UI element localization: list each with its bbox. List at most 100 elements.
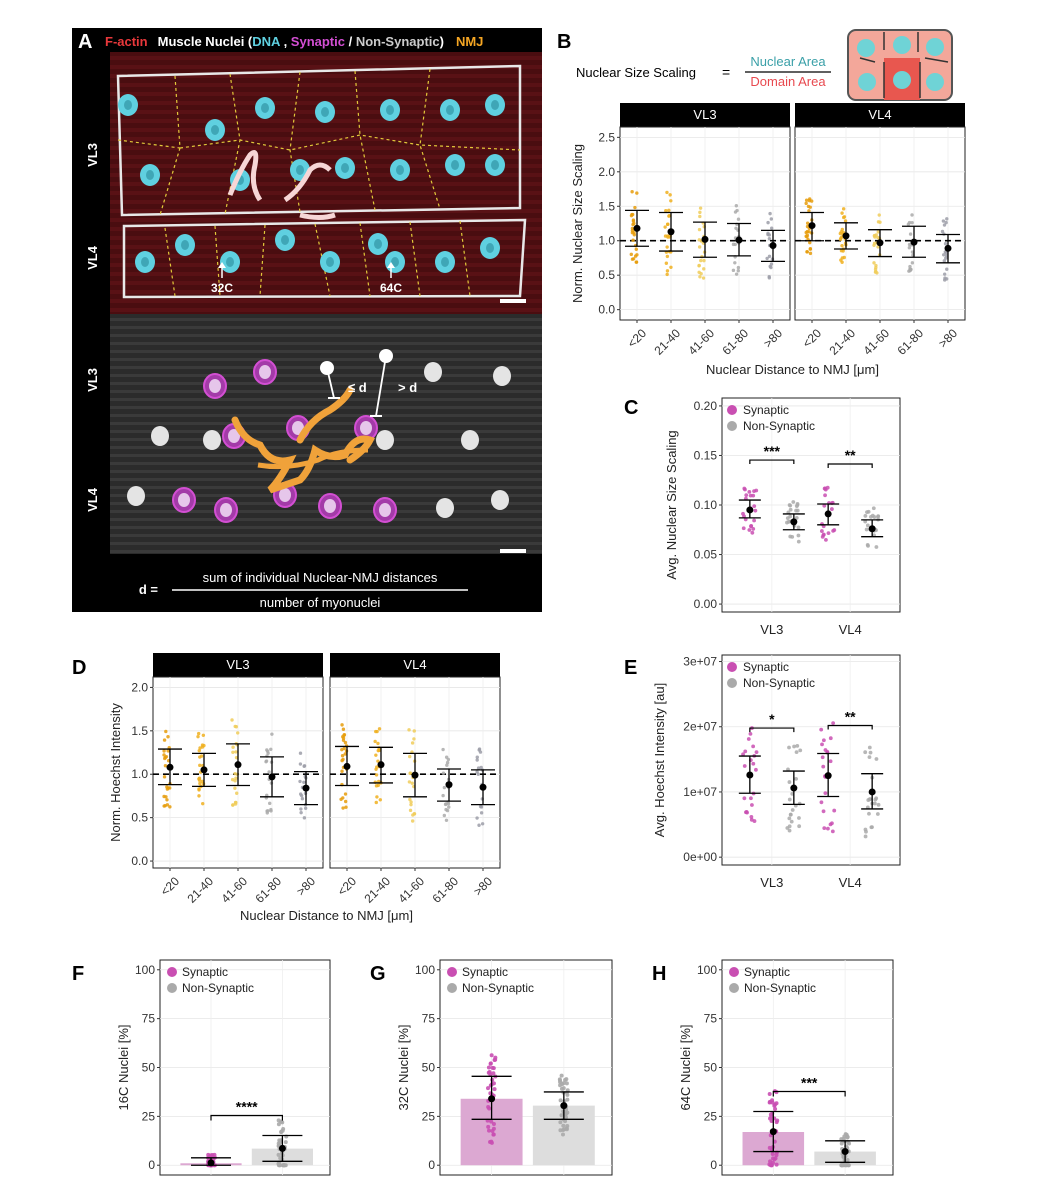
x-tick-label: 61-80 [429, 874, 461, 906]
dna-nucleus-core [391, 257, 399, 267]
raw-point [867, 745, 872, 750]
hoechst-stripe [110, 534, 542, 537]
raw-point [490, 1129, 495, 1134]
raw-point [863, 514, 868, 518]
raw-point [907, 242, 912, 247]
raw-point [407, 754, 412, 759]
raw-point [565, 1097, 570, 1102]
raw-point [748, 493, 753, 498]
raw-point [807, 209, 811, 213]
facet-strip-label: VL3 [693, 107, 716, 122]
raw-point [408, 808, 413, 813]
significance-bracket [749, 727, 795, 733]
raw-point [767, 1145, 772, 1150]
raw-point [797, 816, 801, 820]
raw-point [669, 199, 673, 203]
raw-point [744, 493, 749, 498]
x-tick-label: 61-80 [719, 326, 751, 358]
legend-label: Non-Synaptic [743, 419, 815, 433]
raw-point [631, 218, 636, 222]
raw-point [236, 731, 240, 735]
raw-point [845, 1158, 850, 1163]
raw-point [199, 754, 204, 758]
raw-point [770, 1152, 775, 1157]
dna-nucleus-core [396, 165, 404, 175]
raw-point [944, 256, 948, 260]
raw-point [299, 810, 303, 815]
x-tick-label: <20 [158, 874, 183, 899]
raw-point [944, 251, 948, 255]
factin-stripe [110, 155, 542, 159]
raw-point [268, 801, 272, 806]
raw-point [872, 243, 876, 247]
factin-stripe [110, 56, 542, 60]
factin-stripe [110, 281, 542, 285]
y-tick-label: 3e+07 [683, 655, 717, 669]
panel-letter-b: B [557, 31, 571, 53]
legend-label: Non-Synaptic [744, 981, 816, 995]
raw-point [751, 761, 756, 766]
raw-point [767, 236, 772, 241]
raw-point [698, 210, 702, 215]
nss-formula-denominator: Domain Area [750, 74, 826, 89]
raw-point [634, 260, 639, 264]
raw-point [197, 778, 202, 782]
raw-point [741, 511, 745, 516]
y-axis-title: Avg. Nuclear Size Scaling [664, 430, 679, 579]
dna-nucleus-core [211, 125, 219, 135]
raw-point [633, 254, 638, 258]
y-tick-label: 0e+00 [683, 850, 717, 864]
raw-point [299, 807, 303, 811]
raw-point [788, 812, 793, 817]
raw-point [339, 797, 343, 801]
y-tick-label: 2.0 [131, 680, 148, 694]
raw-point [374, 800, 378, 805]
raw-point [941, 219, 946, 223]
dna-nucleus-core [321, 107, 329, 117]
raw-point [486, 1124, 491, 1129]
raw-point [560, 1082, 565, 1087]
raw-point [698, 206, 703, 210]
y-axis-title: 16C Nuclei [%] [116, 1025, 131, 1111]
raw-point [790, 534, 795, 539]
x-tick-label: 21-40 [361, 874, 393, 906]
non-synaptic-nucleus [127, 486, 145, 506]
raw-point [201, 733, 206, 737]
raw-point [767, 254, 772, 259]
factin-stripe [110, 290, 542, 294]
raw-point [196, 734, 200, 739]
raw-point [377, 727, 382, 731]
raw-point [664, 261, 669, 265]
hoechst-stripe [110, 422, 542, 425]
raw-point [820, 755, 825, 760]
raw-point [298, 751, 303, 755]
raw-point [845, 1135, 850, 1140]
formula-numerator: sum of individual Nuclear-NMJ distances [203, 570, 438, 585]
y-tick-label: 25 [142, 1109, 156, 1123]
gt-d-label: > d [398, 380, 417, 395]
raw-point [197, 794, 201, 798]
raw-point [559, 1073, 564, 1078]
non-synaptic-nucleus [436, 498, 454, 518]
raw-point [767, 1091, 772, 1096]
raw-point [821, 738, 826, 743]
raw-point [769, 1119, 774, 1124]
raw-point [233, 786, 237, 790]
raw-point [478, 750, 483, 754]
hoechst-stripe [110, 526, 542, 529]
vl4-outline-top [122, 218, 527, 299]
legend-label: Synaptic [182, 965, 228, 979]
hoechst-stripe [110, 382, 542, 385]
facet-strip [153, 653, 323, 677]
raw-point [163, 764, 168, 768]
summary-mean-point [868, 525, 876, 533]
raw-point [164, 729, 168, 734]
raw-point [634, 247, 639, 252]
raw-point [476, 772, 480, 776]
legend-label: Synaptic [462, 965, 508, 979]
raw-point [412, 737, 416, 741]
non-synaptic-nucleus [203, 430, 221, 450]
raw-point [742, 796, 747, 801]
raw-point [446, 802, 451, 806]
raw-point [631, 222, 635, 227]
